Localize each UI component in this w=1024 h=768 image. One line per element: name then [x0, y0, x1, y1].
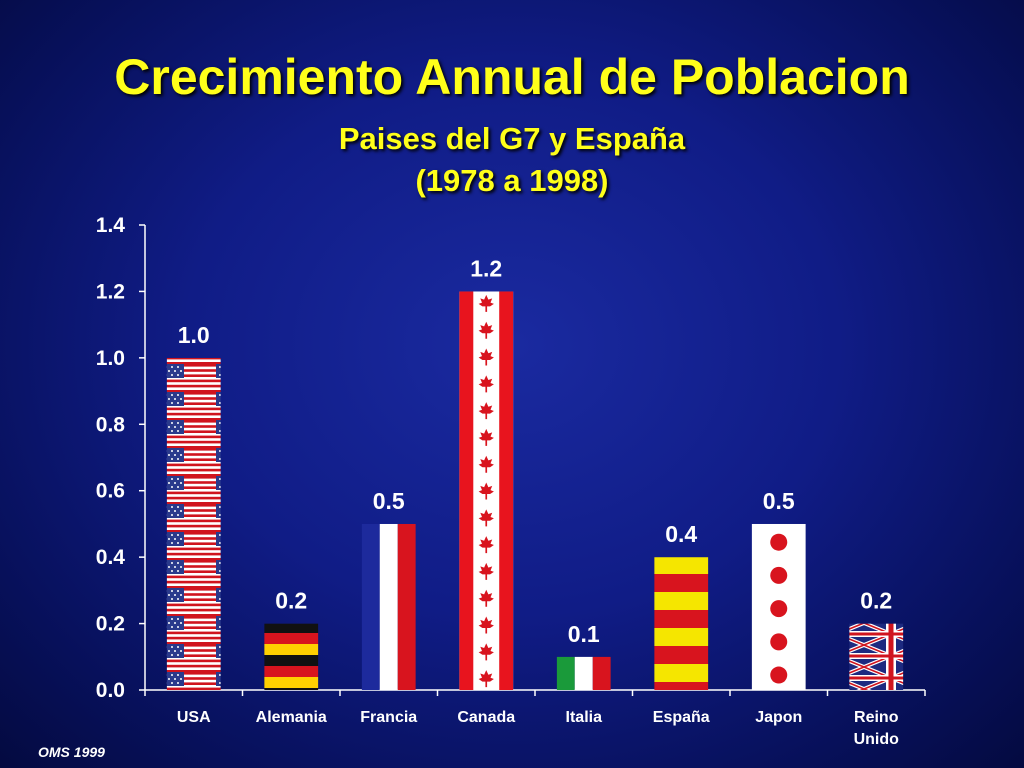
- category-label: España: [653, 709, 710, 726]
- bars: [166, 291, 904, 690]
- chart-subtitle: Paises del G7 y España (1978 a 1998): [0, 118, 1024, 202]
- bar-flag-germany: [264, 623, 319, 690]
- value-label: 0.5: [763, 488, 795, 514]
- category-label: USA: [177, 709, 211, 726]
- labels: 1.0 USA 0.2 Alemania 0.5 Francia 1.2 Canada 0.1 I…: [177, 255, 899, 748]
- bar-flag-japan: [751, 523, 806, 690]
- y-tick-label: 1.2: [96, 280, 125, 303]
- value-label: 1.2: [470, 255, 502, 281]
- chart-subtitle-line2: (1978 a 1998): [415, 163, 609, 198]
- value-label: 0.1: [568, 621, 600, 647]
- value-label: 0.2: [275, 588, 307, 614]
- bar-flag-uk: [849, 623, 904, 690]
- chart-subtitle-line1: Paises del G7 y España: [338, 121, 686, 156]
- category-label: Reino Unido: [854, 709, 900, 748]
- bar-flag-italy: [556, 656, 611, 690]
- source-note: OMS 1999: [38, 744, 105, 760]
- value-label: 0.2: [860, 588, 892, 614]
- y-tick-label: 0.0: [96, 679, 125, 702]
- value-label: 0.5: [373, 488, 405, 514]
- value-label: 1.0: [178, 322, 210, 348]
- category-label: Italia: [566, 709, 603, 726]
- bar-flag-spain: [654, 557, 709, 690]
- chart-title: Crecimiento Annual de Poblacion: [114, 49, 910, 105]
- y-tick-label: 0.4: [96, 546, 126, 569]
- value-label: 0.4: [665, 521, 697, 547]
- y-tick-label: 0.8: [96, 413, 126, 436]
- y-tick-label: 0.2: [96, 613, 125, 636]
- y-tick-label: 1.0: [96, 347, 125, 370]
- bar-flag-usa: [166, 357, 221, 690]
- bar-flag-france: [361, 523, 416, 690]
- y-tick-label: 0.6: [96, 480, 125, 503]
- category-label: Japon: [755, 709, 802, 726]
- category-label: Canada: [457, 709, 515, 726]
- bar-flag-canada: [459, 291, 514, 690]
- category-label: Alemania: [256, 709, 327, 726]
- category-label: Francia: [360, 709, 417, 726]
- y-tick-label: 1.4: [96, 214, 126, 237]
